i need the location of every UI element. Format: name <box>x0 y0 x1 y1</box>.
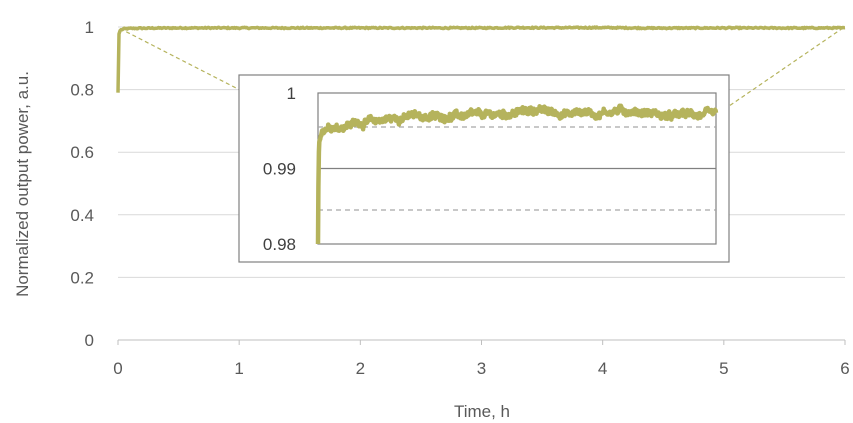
inset-y-tick-label: 0.98 <box>263 235 296 254</box>
x-tick-label: 5 <box>719 359 728 378</box>
y-tick-label: 0.4 <box>70 206 94 225</box>
zoom-connector-right <box>715 27 844 116</box>
x-tick-label: 6 <box>840 359 849 378</box>
main-ticks: 0 0.2 0.4 0.6 0.8 1 0 1 2 3 4 5 6 <box>70 18 849 378</box>
x-tick-label: 4 <box>598 359 607 378</box>
series-line-inset <box>315 103 719 245</box>
series-line-main <box>116 25 846 93</box>
x-axis-title: Time, h <box>454 402 510 421</box>
y-tick-label: 1 <box>85 18 94 37</box>
inset-y-tick-label: 1 <box>287 84 296 103</box>
x-tick-label: 1 <box>234 359 243 378</box>
x-tick-label: 3 <box>477 359 486 378</box>
main-series <box>116 25 846 93</box>
inset-y-tick-label: 0.99 <box>263 160 296 179</box>
y-tick-label: 0.6 <box>70 143 94 162</box>
x-tick-label: 0 <box>113 359 122 378</box>
inset: 0.98 0.99 1 <box>238 74 730 263</box>
x-tick-label: 2 <box>356 359 365 378</box>
y-tick-label: 0.2 <box>70 268 94 287</box>
y-tick-label: 0.8 <box>70 81 94 100</box>
y-axis-title: Normalized output power, a.u. <box>13 71 32 297</box>
y-tick-label: 0 <box>85 331 94 350</box>
